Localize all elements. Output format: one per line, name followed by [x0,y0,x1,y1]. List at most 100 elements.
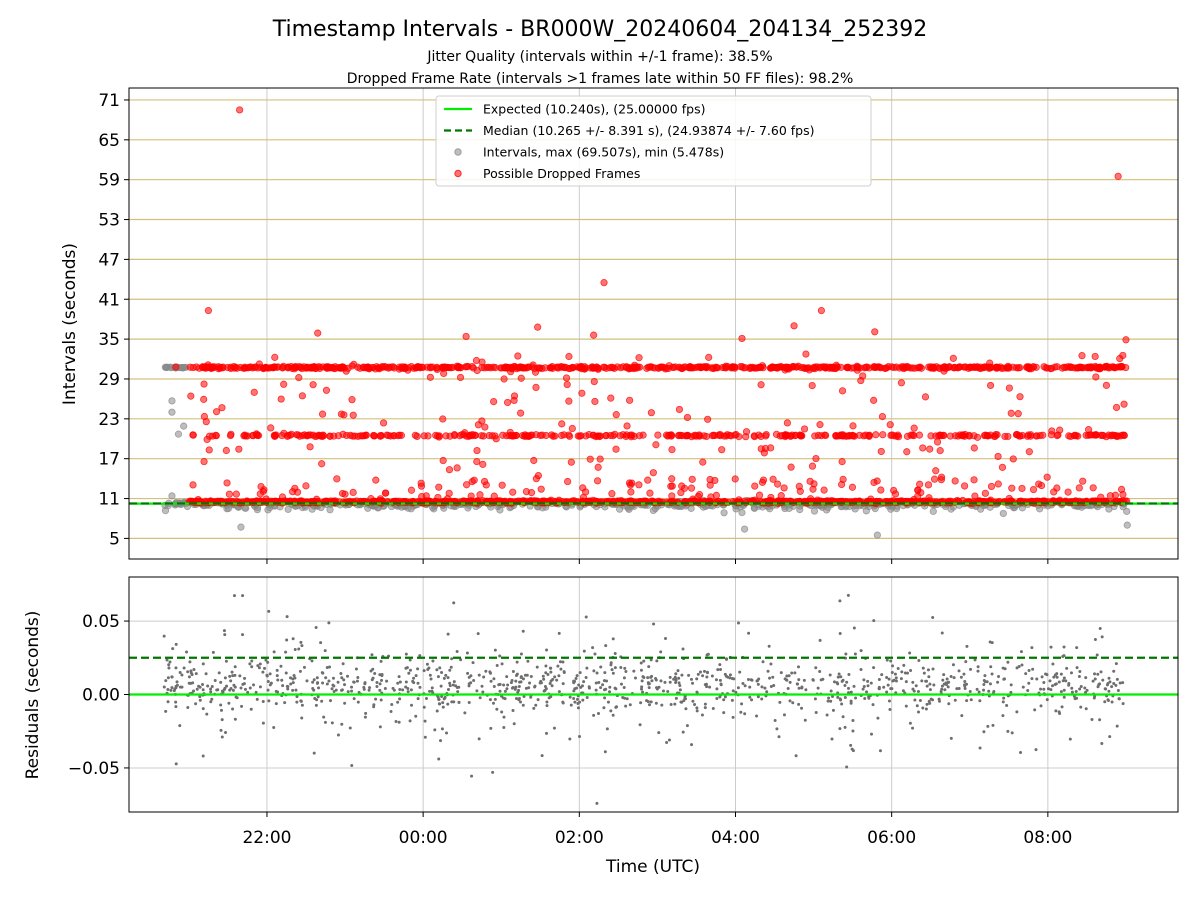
intervals-y-tick-label: 23 [98,410,120,430]
residual-point [363,681,367,685]
dropped-frame-point [890,363,898,372]
interval-point [284,505,292,513]
dropped-frame-point [910,495,918,504]
residuals-y-tick-label: 0.05 [82,612,120,632]
residual-point [624,670,628,674]
residual-point [1057,680,1061,684]
residual-point [248,662,252,666]
dropped-frame-point [376,432,385,440]
dropped-frame-point [751,482,759,490]
residual-point [1112,681,1116,685]
residual-point [1103,700,1107,704]
dropped-frame-point [407,486,416,494]
residual-point [1030,646,1034,650]
residual-point [411,679,415,683]
residual-point [518,700,522,704]
residual-point [1026,688,1030,692]
residual-point [174,642,178,646]
residual-point [408,668,412,672]
dropped-frame-point [873,477,881,485]
dropped-frame-point [470,476,478,484]
residual-point [328,665,332,669]
residual-point [378,682,382,686]
residual-point [452,601,456,605]
interval-point [851,505,859,513]
residual-point [228,688,232,692]
dropped-frame-point [608,490,616,498]
residual-point [964,660,968,664]
dropped-frame-point [838,387,847,395]
dropped-frame-point [700,432,708,440]
residual-point [481,690,485,694]
dropped-frame-point [1089,484,1097,492]
residual-point [276,690,280,694]
residual-point [654,701,658,705]
intervals-y-tick-label: 41 [98,290,120,310]
residual-point [424,697,428,701]
residual-point [1078,669,1082,673]
dropped-frame-point [971,492,979,500]
residual-point [988,682,992,686]
dropped-frame-outlier-point [172,363,180,371]
dropped-frame-point [567,458,575,466]
dropped-frame-point [490,398,498,406]
residual-point [608,685,612,689]
residual-point [1097,683,1101,687]
residual-point [1067,683,1071,687]
residual-point [739,710,743,714]
dropped-frame-point [680,363,688,371]
dropped-frame-point [668,482,676,490]
residual-point [539,679,543,683]
residual-point [785,674,789,678]
residual-point [396,681,400,685]
dropped-frame-point [735,496,743,504]
residual-point [928,682,932,686]
interval-point [750,504,759,512]
dropped-frame-point [262,495,270,503]
residual-point [1108,680,1112,684]
dropped-frame-point [928,364,936,372]
residual-point [404,685,408,689]
residual-point [869,681,873,685]
residual-point [446,676,450,680]
residual-point [467,684,471,688]
residual-point [493,648,497,652]
residual-point [510,686,514,690]
residual-point [695,677,699,681]
dropped-frame-point [930,475,939,483]
residual-point [962,672,966,676]
residual-point [1002,677,1006,681]
residual-point [790,671,794,675]
dropped-frame-point [760,449,768,457]
residual-point [1093,677,1097,681]
residual-point [409,688,413,692]
dropped-frame-point [256,490,264,498]
residual-point [406,686,410,690]
interval-point [892,504,901,513]
dropped-frame-point [635,481,643,489]
residuals-y-tick-label: −0.05 [68,759,120,779]
residual-point [992,689,996,693]
residual-point [965,644,969,648]
residual-point [380,674,384,678]
residual-point [404,666,408,670]
residual-point [1107,676,1111,680]
dropped-frame-outlier-point [1114,172,1122,180]
dropped-frame-point [576,432,584,440]
residual-point [572,696,576,700]
residual-point [225,684,229,688]
residual-point [723,672,727,676]
residual-point [828,673,832,677]
residual-point [760,685,764,689]
residual-point [446,632,450,636]
residual-point [222,629,226,633]
residual-point [502,725,506,729]
residuals-reference-lines [129,656,1178,696]
residual-point [383,687,387,691]
dropped-frame-point [665,362,673,370]
residual-point [591,646,595,650]
residual-point [517,697,521,701]
residual-point [1042,687,1046,691]
residual-point [246,690,250,694]
residual-point [1054,682,1058,686]
